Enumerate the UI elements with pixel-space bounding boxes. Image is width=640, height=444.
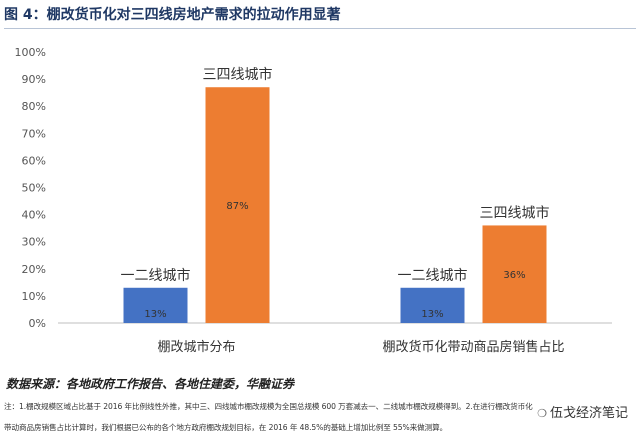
series-annotation: 三四线城市 [203, 66, 273, 83]
footnote-line: 带动商品房销售占比计算时，我们根据已公布的各个地方政府棚改规划目标，在 2016… [4, 423, 448, 432]
series-annotation: 一二线城市 [121, 267, 191, 284]
data-label: 87% [226, 201, 248, 212]
y-tick-label: 50% [22, 182, 46, 195]
data-label: 13% [421, 309, 443, 320]
y-tick-label: 40% [22, 209, 46, 222]
series-annotation: 三四线城市 [480, 204, 550, 221]
y-tick-label: 60% [22, 154, 46, 167]
source-note: 数据来源：各地政府工作报告、各地住建委，华融证券 [6, 377, 295, 391]
y-tick-label: 10% [22, 290, 46, 303]
bar [400, 287, 465, 323]
watermark-text: 伍戈经济笔记 [549, 406, 628, 421]
y-tick-label: 30% [22, 236, 46, 249]
y-tick-label: 90% [22, 73, 46, 86]
watermark: ❍ 伍戈经济笔记 [535, 402, 630, 421]
y-tick-label: 70% [22, 127, 46, 140]
x-tick-label: 棚改货币化带动商品房销售占比 [382, 339, 564, 355]
bar-chart: 0% 10% 20% 30% 40% 50% 60% 70% 80% 90% 100% 棚改城市分布 1… [15, 46, 612, 355]
bar [205, 87, 270, 323]
footnote-line: 注：1.棚改规模区域占比基于 2016 年比例线性外推，其中三、四线城市棚改规模… [4, 402, 533, 411]
data-label: 36% [503, 270, 525, 281]
y-tick-label: 80% [22, 100, 46, 113]
figure-title: 图 4：棚改货币化对三四线房地产需求的拉动作用显著 [4, 2, 636, 29]
y-tick-label: 20% [22, 263, 46, 276]
series-annotation: 一二线城市 [398, 267, 468, 284]
x-tick-label: 棚改城市分布 [157, 339, 235, 355]
wechat-icon: ❍ [537, 407, 547, 420]
y-tick-label: 100% [15, 46, 46, 59]
y-tick-label: 0% [29, 317, 46, 330]
bar [482, 225, 547, 323]
data-label: 13% [144, 309, 166, 320]
bar [123, 287, 188, 323]
footnote: 注：1.棚改规模区域占比基于 2016 年比例线性外推，其中三、四线城市棚改规模… [4, 396, 636, 438]
